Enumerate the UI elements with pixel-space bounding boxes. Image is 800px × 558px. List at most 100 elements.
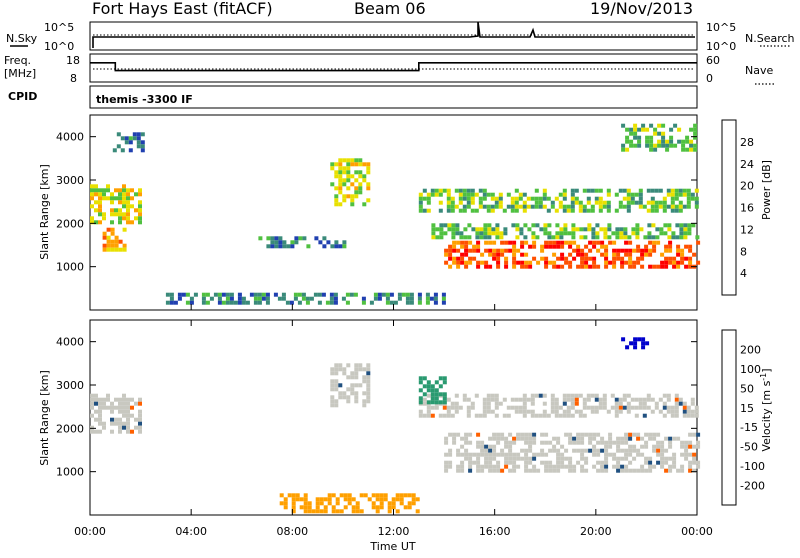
data-cell: [592, 448, 597, 453]
data-cell: [614, 405, 619, 410]
data-cell: [518, 397, 523, 402]
data-cell: [556, 240, 561, 245]
data-cell: [317, 300, 322, 305]
data-cell: [460, 436, 465, 441]
data-cell: [560, 444, 565, 449]
data-cell: [681, 147, 686, 152]
data-cell: [568, 432, 573, 437]
data-cell: [444, 452, 449, 457]
data-cell: [504, 436, 509, 441]
data-cell: [628, 432, 633, 437]
freq-left-tick-top: 18: [66, 54, 80, 67]
data-cell: [556, 464, 561, 469]
data-cell: [580, 252, 585, 257]
data-cell: [319, 501, 324, 506]
data-cell: [317, 292, 322, 297]
data-cell: [528, 460, 533, 465]
data-cell: [342, 395, 347, 400]
data-cell: [334, 170, 339, 175]
data-cell: [562, 192, 567, 197]
data-cell: [610, 393, 615, 398]
data-cell: [366, 162, 371, 167]
data-cell: [358, 158, 363, 163]
data-cell: [362, 379, 367, 384]
data-cell: [298, 236, 303, 241]
data-cell: [604, 468, 609, 473]
data-cell: [136, 136, 141, 141]
data-cell: [138, 212, 142, 217]
data-cell: [658, 188, 663, 193]
data-cell: [446, 188, 451, 193]
data-cell: [482, 204, 487, 209]
data-cell: [607, 235, 612, 240]
data-cell: [136, 132, 141, 137]
data-cell: [637, 127, 642, 132]
data-cell: [366, 391, 371, 396]
data-cell: [508, 452, 513, 457]
data-cell: [130, 188, 134, 193]
data-cell: [543, 231, 548, 236]
data-cell: [682, 409, 687, 414]
data-cell: [570, 397, 575, 402]
freq-left-tick-bottom: 8: [70, 72, 77, 85]
data-cell: [383, 497, 388, 502]
data-cell: [486, 401, 491, 406]
data-cell: [686, 196, 691, 201]
data-cell: [635, 231, 640, 236]
data-cell: [464, 252, 469, 257]
data-cell: [291, 505, 296, 510]
data-cell: [604, 448, 609, 453]
data-cell: [338, 367, 343, 372]
data-cell: [636, 432, 641, 437]
data-cell: [303, 505, 308, 510]
data-cell: [454, 405, 459, 410]
data-cell: [229, 296, 234, 301]
data-cell: [391, 505, 396, 510]
data-cell: [680, 464, 685, 469]
data-cell: [571, 235, 576, 240]
data-cell: [670, 200, 675, 205]
data-cell: [692, 444, 697, 449]
data-cell: [454, 401, 459, 406]
data-cell: [622, 204, 627, 209]
data-cell: [563, 231, 568, 236]
data-cell: [510, 196, 515, 201]
data-cell: [426, 400, 431, 405]
data-cell: [648, 456, 653, 461]
data-cell: [98, 405, 102, 410]
data-cell: [371, 501, 376, 506]
data-cell: [691, 223, 696, 228]
data-cell: [358, 162, 363, 167]
data-cell: [564, 240, 569, 245]
data-cell: [422, 401, 427, 406]
date-title: 19/Nov/2013: [590, 0, 693, 18]
data-cell: [447, 223, 452, 228]
data-cell: [612, 260, 617, 265]
data-cell: [118, 401, 122, 406]
data-cell: [546, 196, 551, 201]
data-cell: [122, 184, 126, 189]
data-cell: [669, 135, 674, 140]
data-cell: [556, 468, 561, 473]
power-data-layer: [90, 123, 701, 305]
data-cell: [354, 383, 359, 388]
data-cell: [106, 397, 110, 402]
data-cell: [94, 188, 98, 193]
data-cell: [606, 409, 611, 414]
data-cell: [592, 264, 597, 269]
data-cell: [426, 196, 431, 201]
data-cell: [624, 252, 629, 257]
data-cell: [496, 252, 501, 257]
data-cell: [603, 227, 608, 232]
data-cell: [326, 240, 331, 245]
data-cell: [672, 260, 677, 265]
data-cell: [106, 196, 110, 201]
data-cell: [556, 448, 561, 453]
data-cell: [468, 248, 473, 253]
data-cell: [134, 192, 138, 197]
data-cell: [680, 468, 685, 473]
data-cell: [330, 182, 335, 187]
data-cell: [450, 401, 455, 406]
data-cell: [570, 401, 575, 406]
